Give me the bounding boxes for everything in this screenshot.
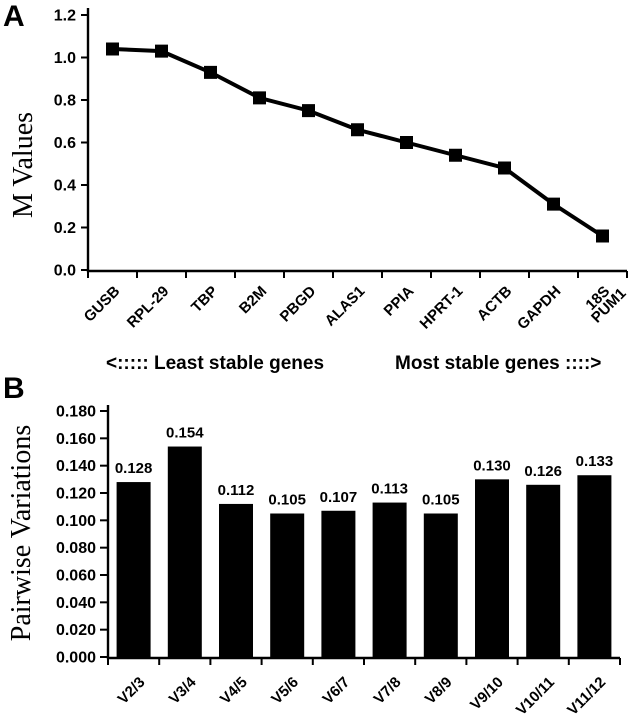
panel-a-plot-area: 0.0 0.2 0.4 0.6 0.8 1.0 1.2 GUSB RPL-29 TBP B2M PBG… bbox=[54, 8, 630, 334]
bar-value-label: 0.126 bbox=[524, 463, 562, 480]
bar-value-label: 0.113 bbox=[371, 481, 408, 498]
data-point-marker bbox=[253, 91, 266, 105]
panel-a-y-axis-title: M Values bbox=[8, 112, 39, 218]
b-y-tick-label: 0.140 bbox=[56, 458, 96, 475]
bar-value-label: 0.107 bbox=[320, 489, 358, 506]
a-y-tick-label: 1.2 bbox=[54, 8, 76, 25]
bar-value-label: 0.128 bbox=[115, 460, 153, 477]
pairwise-variation-bar bbox=[577, 475, 612, 657]
b-x-category-label: V6/7 bbox=[319, 674, 353, 708]
panel-b-plot-area: 0.000 0.020 0.040 0.060 0.080 0.100 0.120 0.140… bbox=[56, 404, 621, 719]
bar-value-label: 0.105 bbox=[422, 492, 460, 509]
b-x-category-label: V11/12 bbox=[564, 674, 609, 719]
pairwise-variation-bar bbox=[526, 484, 561, 657]
panel-b-bar-chart: 0.000 0.020 0.040 0.060 0.080 0.100 0.120 0.140… bbox=[6, 404, 621, 719]
a-x-category-label: ALAS1 bbox=[322, 283, 369, 330]
a-x-category-label: PPIA bbox=[381, 283, 418, 320]
a-x-category-label: GAPDH bbox=[514, 283, 564, 333]
b-x-category-label: V5/6 bbox=[268, 674, 302, 708]
panel-a-line-chart: 0.0 0.2 0.4 0.6 0.8 1.0 1.2 GUSB RPL-29 TBP B2M PBG… bbox=[8, 8, 630, 375]
least-stable-genes-caption: <::::: Least stable genes bbox=[106, 353, 324, 374]
a-y-tick-label: 0.0 bbox=[54, 263, 76, 280]
b-x-category-label: V10/11 bbox=[513, 674, 558, 719]
pairwise-variation-bar bbox=[219, 503, 253, 657]
b-x-category-label: V9/10 bbox=[467, 674, 507, 714]
b-x-category-label: V4/5 bbox=[217, 674, 251, 708]
a-x-category-label: TBP bbox=[188, 283, 221, 316]
b-y-tick-label: 0.020 bbox=[56, 622, 96, 639]
data-point-marker bbox=[155, 44, 168, 58]
b-y-tick-label: 0.180 bbox=[56, 404, 96, 421]
pairwise-variation-bar bbox=[423, 513, 458, 657]
a-x-category-label: RPL-29 bbox=[124, 283, 173, 332]
data-point-marker bbox=[547, 197, 560, 211]
panel-b-letter: B bbox=[3, 372, 25, 405]
data-point-marker bbox=[400, 136, 413, 149]
b-y-tick-label: 0.080 bbox=[56, 540, 96, 557]
a-y-tick-label: 0.8 bbox=[54, 93, 76, 110]
b-y-tick-label: 0.040 bbox=[56, 595, 96, 612]
pairwise-variation-bar bbox=[475, 479, 509, 657]
a-x-category-label: 18SPUM1 bbox=[579, 276, 630, 327]
a-y-tick-label: 0.6 bbox=[54, 135, 76, 152]
b-x-category-label: V2/3 bbox=[115, 674, 149, 708]
data-point-marker bbox=[596, 229, 609, 243]
a-x-category-label: HPRT-1 bbox=[417, 283, 467, 333]
data-point-marker bbox=[449, 148, 462, 162]
b-y-tick-label: 0.120 bbox=[56, 486, 96, 503]
bar-value-label: 0.133 bbox=[576, 453, 614, 470]
b-x-category-label: V8/9 bbox=[422, 674, 456, 708]
a-y-tick-label: 1.0 bbox=[54, 50, 76, 67]
data-point-marker bbox=[302, 104, 315, 118]
pairwise-variation-bar bbox=[372, 502, 407, 657]
pairwise-variation-bar bbox=[167, 446, 202, 657]
bar-value-label: 0.154 bbox=[166, 425, 204, 442]
data-point-marker bbox=[498, 161, 511, 175]
panel-b-y-axis-title: Pairwise Variations bbox=[6, 425, 37, 641]
a-y-tick-label: 0.4 bbox=[54, 178, 76, 195]
a-y-tick-label: 0.2 bbox=[54, 220, 76, 237]
b-y-tick-label: 0.060 bbox=[56, 568, 96, 585]
a-x-category-label: B2M bbox=[236, 283, 270, 317]
m-values-line bbox=[112, 47, 604, 238]
pairwise-variation-bar bbox=[321, 510, 356, 657]
b-y-tick-label: 0.100 bbox=[56, 513, 96, 530]
a-x-category-label: GUSB bbox=[81, 283, 124, 326]
bar-value-label: 0.130 bbox=[473, 457, 511, 474]
b-y-tick-label: 0.160 bbox=[56, 431, 96, 448]
panel-a-letter: A bbox=[3, 0, 25, 33]
data-point-marker bbox=[106, 42, 119, 56]
most-stable-genes-caption: Most stable genes ::::> bbox=[395, 353, 601, 374]
data-point-marker bbox=[204, 65, 217, 79]
bar-value-label: 0.112 bbox=[218, 482, 255, 499]
b-y-tick-label: 0.000 bbox=[56, 650, 96, 667]
b-x-category-label: V3/4 bbox=[166, 673, 200, 707]
b-x-category-label: V7/8 bbox=[371, 674, 405, 708]
a-axis-lines bbox=[86, 8, 627, 273]
bar-value-label: 0.105 bbox=[268, 492, 306, 509]
a-x-category-label: ACTB bbox=[474, 283, 516, 325]
pairwise-variation-bar bbox=[270, 513, 305, 657]
a-x-category-label: PBGD bbox=[277, 283, 320, 326]
data-point-marker bbox=[351, 123, 364, 137]
pairwise-variation-bar bbox=[116, 482, 151, 657]
